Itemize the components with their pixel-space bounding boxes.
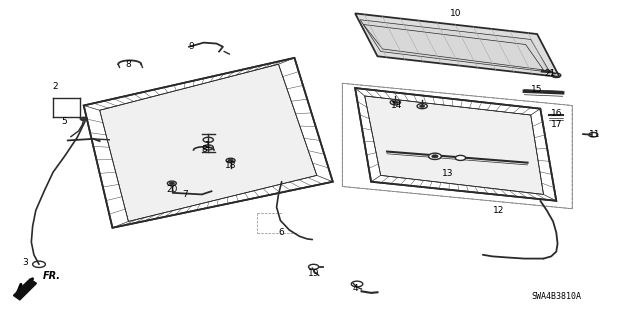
Text: 11: 11 bbox=[589, 130, 600, 138]
Text: 2: 2 bbox=[52, 82, 58, 91]
Text: 21: 21 bbox=[544, 69, 556, 78]
Text: 5: 5 bbox=[61, 117, 67, 126]
Text: 18: 18 bbox=[225, 161, 236, 170]
Text: 12: 12 bbox=[493, 206, 504, 215]
Circle shape bbox=[170, 182, 174, 185]
Text: 8: 8 bbox=[125, 60, 131, 69]
Polygon shape bbox=[13, 279, 36, 300]
Text: 9: 9 bbox=[188, 42, 194, 51]
Circle shape bbox=[432, 155, 438, 158]
Text: 8: 8 bbox=[201, 145, 207, 154]
Circle shape bbox=[420, 105, 425, 108]
Text: SWA4B3810A: SWA4B3810A bbox=[531, 292, 581, 300]
Circle shape bbox=[228, 159, 233, 162]
Text: 7: 7 bbox=[182, 190, 188, 199]
Text: 4: 4 bbox=[352, 284, 358, 293]
Text: 13: 13 bbox=[442, 169, 454, 178]
Circle shape bbox=[417, 104, 428, 109]
Text: FR.: FR. bbox=[43, 271, 61, 281]
Text: 19: 19 bbox=[308, 269, 319, 278]
Circle shape bbox=[390, 100, 401, 105]
Text: 10: 10 bbox=[450, 9, 461, 18]
Circle shape bbox=[80, 117, 88, 121]
Text: 17: 17 bbox=[550, 120, 562, 129]
Text: 1: 1 bbox=[205, 141, 211, 150]
Circle shape bbox=[456, 155, 466, 160]
Text: 3: 3 bbox=[22, 258, 28, 267]
Text: 16: 16 bbox=[550, 109, 562, 118]
Text: 6: 6 bbox=[279, 228, 285, 237]
Text: 15: 15 bbox=[531, 85, 543, 94]
Text: 20: 20 bbox=[166, 185, 177, 194]
Polygon shape bbox=[355, 13, 559, 77]
Polygon shape bbox=[365, 96, 543, 195]
Circle shape bbox=[393, 101, 398, 104]
Circle shape bbox=[429, 153, 442, 160]
Polygon shape bbox=[360, 20, 550, 72]
Polygon shape bbox=[100, 64, 317, 221]
Text: 14: 14 bbox=[391, 101, 403, 110]
